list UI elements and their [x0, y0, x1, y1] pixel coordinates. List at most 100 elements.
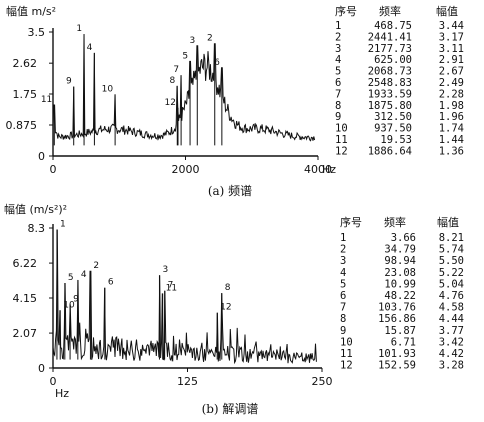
- chart-a-xtick-label-2: 4000: [304, 163, 332, 176]
- chart-b-table-freq-5: 10.99: [384, 278, 416, 290]
- chart-b-table-no-10: 10: [340, 336, 353, 348]
- chart-b-table-amp-9: 3.77: [439, 325, 464, 337]
- chart-b-table-header-no: 序号: [340, 215, 362, 229]
- chart-a-ytick-label-2: 1.75: [13, 88, 38, 101]
- chart-a-peak-label-6: 6: [214, 58, 220, 68]
- chart-b-table-no-6: 6: [340, 290, 346, 302]
- chart-a-peak-label-2: 2: [207, 34, 213, 44]
- chart-a-table-amp-8: 1.98: [439, 100, 464, 112]
- chart-a-table-header-no: 序号: [335, 4, 357, 18]
- chart-a-table-header-amp: 幅值: [436, 5, 458, 18]
- chart-b-ytick-label-3: 2.07: [13, 327, 38, 340]
- chart-b-spectrum-line: [52, 229, 317, 365]
- chart-b-ytick-label-4: 0: [38, 362, 45, 375]
- chart-b-table-freq-1: 3.66: [391, 232, 416, 244]
- chart-a-table-amp-7: 2.28: [439, 88, 464, 100]
- chart-a-table-freq-2: 2441.41: [368, 31, 412, 43]
- chart-b-table-freq-6: 48.22: [384, 290, 416, 302]
- chart-b-table-amp-1: 8.21: [439, 232, 464, 244]
- chart-b-xtick-label-0: 0: [50, 375, 57, 388]
- chart-a-table-freq-5: 2068.73: [368, 66, 412, 78]
- chart-b-table-freq-12: 152.59: [378, 360, 416, 372]
- chart-a-table-amp-12: 1.36: [439, 145, 464, 157]
- chart-a-peak-label-9: 9: [66, 77, 72, 87]
- chart-b-xtick-label-1: 125: [177, 375, 198, 388]
- chart-a-peak-label-10: 10: [102, 84, 114, 94]
- chart-a-table-freq-12: 1886.64: [368, 145, 412, 157]
- chart-b-ylabel: 幅值 (m/s²)²: [4, 203, 67, 216]
- chart-b-peak-label-11: 11: [166, 283, 177, 293]
- chart-a-ytick-label-1: 2.62: [13, 57, 38, 70]
- chart-b-table-amp-6: 4.76: [439, 290, 464, 302]
- chart-b-ytick-label-1: 6.22: [13, 257, 38, 270]
- chart-b-table-no-5: 5: [340, 278, 346, 290]
- chart-b-table-no-7: 7: [340, 302, 346, 314]
- chart-a-table-amp-11: 1.44: [439, 134, 464, 146]
- chart-a-table-freq-1: 468.75: [374, 20, 412, 32]
- chart-a-table-freq-6: 2548.83: [368, 77, 412, 89]
- chart-b-table-header-amp: 幅值: [437, 216, 459, 229]
- chart-a-caption: (a) 频谱: [208, 184, 252, 198]
- chart-a-table-amp-1: 3.44: [439, 20, 464, 32]
- chart-b-table-freq-7: 103.76: [378, 302, 416, 314]
- chart-b-xunit: Hz: [55, 387, 69, 400]
- chart-a-table-no-10: 10: [335, 123, 348, 135]
- chart-a-xtick-label-0: 0: [50, 163, 57, 176]
- chart-a-xtick-label-1: 2000: [172, 163, 200, 176]
- chart-a-table-amp-10: 1.74: [439, 123, 464, 135]
- chart-b-table-no-2: 2: [340, 244, 346, 256]
- chart-b-peak-label-9: 9: [73, 294, 79, 304]
- chart-a-table-freq-9: 312.50: [374, 111, 412, 123]
- chart-b-table-freq-8: 156.86: [378, 313, 416, 325]
- chart-b-table-no-3: 3: [340, 255, 346, 267]
- chart-b-table-freq-11: 101.93: [378, 348, 416, 360]
- chart-b-peak-label-1: 1: [60, 220, 66, 230]
- chart-a-table-header-freq: 频率: [379, 4, 401, 18]
- chart-b-peak-label-12: 12: [220, 303, 231, 313]
- chart-b-peak-label-8: 8: [225, 283, 231, 293]
- chart-a-table-freq-3: 2177.73: [368, 43, 412, 55]
- chart-b-peak-label-6: 6: [108, 278, 114, 288]
- chart-a-table-freq-8: 1875.80: [368, 100, 412, 112]
- chart-a-table-amp-6: 2.49: [439, 77, 464, 89]
- chart-b-table-freq-9: 15.87: [384, 325, 416, 337]
- chart-b-table-amp-4: 5.22: [439, 267, 464, 279]
- chart-a-ytick-label-4: 0: [38, 150, 45, 163]
- chart-a-table-no-12: 12: [335, 145, 348, 157]
- chart-b-peak-label-5: 5: [68, 273, 74, 283]
- chart-a-table-no-5: 5: [335, 66, 341, 78]
- chart-a-peak-label-8: 8: [170, 76, 176, 86]
- chart-a-table-no-7: 7: [335, 88, 341, 100]
- chart-a-peak-label-12: 12: [165, 98, 176, 108]
- chart-b-table-amp-7: 4.58: [439, 302, 464, 314]
- chart-b-table-no-11: 11: [340, 348, 353, 360]
- chart-b-ytick-label-2: 4.15: [13, 292, 38, 305]
- chart-a-table-no-4: 4: [335, 54, 341, 66]
- chart-a-table-freq-4: 625.00: [374, 54, 412, 66]
- chart-a-table-no-8: 8: [335, 100, 341, 112]
- chart-a-table-amp-3: 3.11: [439, 43, 464, 55]
- chart-a-table-no-9: 9: [335, 111, 341, 123]
- chart-b-table-no-12: 12: [340, 360, 353, 372]
- chart-b-peak-label-4: 4: [81, 270, 87, 280]
- chart-a-peak-label-7: 7: [173, 65, 179, 75]
- chart-b-peak-label-7: 7: [168, 281, 174, 291]
- chart-b-table-amp-11: 4.42: [439, 348, 464, 360]
- chart-a-ytick-label-0: 3.5: [28, 26, 46, 39]
- chart-a-table-freq-7: 1933.59: [368, 88, 412, 100]
- chart-b-table-freq-3: 98.94: [384, 255, 416, 267]
- chart-b-table-freq-2: 34.79: [384, 244, 416, 256]
- chart-a-table-freq-11: 19.53: [380, 134, 412, 146]
- chart-b-table-freq-10: 6.71: [391, 336, 416, 348]
- chart-a-ytick-label-3: 0.875: [6, 119, 38, 132]
- chart-b-table-no-9: 9: [340, 325, 346, 337]
- chart-b-table-header-freq: 频率: [384, 215, 406, 229]
- chart-a-table-amp-4: 2.91: [439, 54, 464, 66]
- chart-a-peak-label-11: 11: [41, 95, 52, 105]
- chart-a-table-amp-9: 1.96: [439, 111, 464, 123]
- chart-a-table-no-6: 6: [335, 77, 341, 89]
- chart-a-peak-label-1: 1: [76, 24, 82, 34]
- chart-a-table-no-2: 2: [335, 31, 341, 43]
- chart-b-table-amp-12: 3.28: [439, 360, 464, 372]
